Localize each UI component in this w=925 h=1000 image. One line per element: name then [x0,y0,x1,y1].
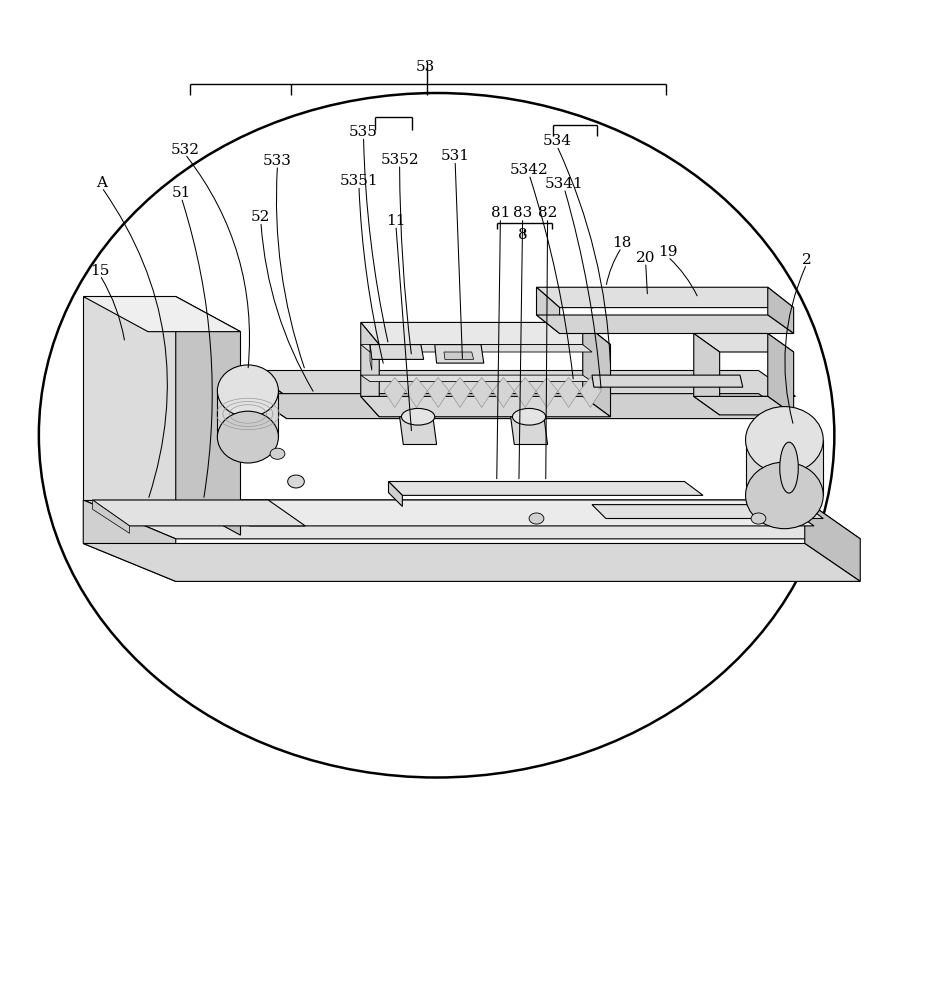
Polygon shape [176,297,240,535]
Polygon shape [250,371,287,419]
Polygon shape [370,345,372,371]
Ellipse shape [512,408,546,425]
Polygon shape [250,394,796,419]
Polygon shape [83,500,860,539]
Polygon shape [370,345,424,359]
Polygon shape [361,345,592,352]
Text: 20: 20 [635,251,656,265]
Polygon shape [435,345,484,363]
Text: 533: 533 [263,154,292,168]
Text: 5341: 5341 [545,177,584,191]
Text: 15: 15 [91,264,109,278]
Polygon shape [361,322,610,345]
Polygon shape [450,378,471,408]
Text: 53: 53 [416,60,435,74]
Text: 5352: 5352 [380,153,419,167]
Ellipse shape [401,408,435,425]
Polygon shape [217,391,278,437]
Polygon shape [768,287,794,334]
Polygon shape [92,500,130,533]
Text: A: A [96,176,107,190]
Polygon shape [444,352,474,359]
Text: 82: 82 [538,206,557,220]
Text: 5342: 5342 [510,163,549,177]
Polygon shape [400,417,437,444]
Polygon shape [83,297,176,500]
Ellipse shape [751,513,766,524]
Text: 531: 531 [440,149,470,163]
Ellipse shape [217,365,278,417]
Polygon shape [592,375,743,387]
Text: 5351: 5351 [339,174,378,188]
Polygon shape [579,378,601,408]
Text: 534: 534 [542,134,572,148]
Text: 11: 11 [386,214,406,228]
Text: 2: 2 [802,253,811,267]
Text: 51: 51 [172,186,191,200]
Text: 52: 52 [252,210,270,224]
Polygon shape [388,482,703,495]
Polygon shape [83,543,860,581]
Polygon shape [536,287,560,334]
Polygon shape [361,375,592,382]
Ellipse shape [780,442,798,493]
Text: 18: 18 [612,236,631,250]
Ellipse shape [270,448,285,459]
Ellipse shape [288,475,304,488]
Polygon shape [427,378,450,408]
Polygon shape [583,322,610,417]
Polygon shape [694,334,720,415]
Polygon shape [694,334,794,352]
Text: 532: 532 [170,143,200,157]
Polygon shape [514,378,536,408]
Polygon shape [204,500,814,526]
Text: 19: 19 [658,245,678,259]
Polygon shape [768,334,794,415]
Polygon shape [83,500,176,581]
Text: 83: 83 [513,206,532,220]
Polygon shape [592,505,823,518]
Polygon shape [492,378,514,408]
Polygon shape [384,378,405,408]
Polygon shape [805,500,860,581]
Ellipse shape [746,407,823,473]
Polygon shape [536,315,794,334]
Polygon shape [250,371,796,396]
Text: 535: 535 [349,125,378,139]
Text: 81: 81 [491,206,510,220]
Polygon shape [471,378,492,408]
Polygon shape [92,500,305,526]
Polygon shape [361,396,610,417]
Polygon shape [558,378,579,408]
Polygon shape [536,287,794,308]
Polygon shape [361,322,379,417]
Polygon shape [83,297,240,332]
Ellipse shape [746,462,823,529]
Polygon shape [511,417,548,444]
Ellipse shape [217,411,278,463]
Text: 8: 8 [518,228,527,242]
Polygon shape [388,482,402,506]
Polygon shape [746,440,823,495]
Polygon shape [694,396,794,415]
Ellipse shape [529,513,544,524]
Polygon shape [405,378,427,408]
Polygon shape [536,378,558,408]
